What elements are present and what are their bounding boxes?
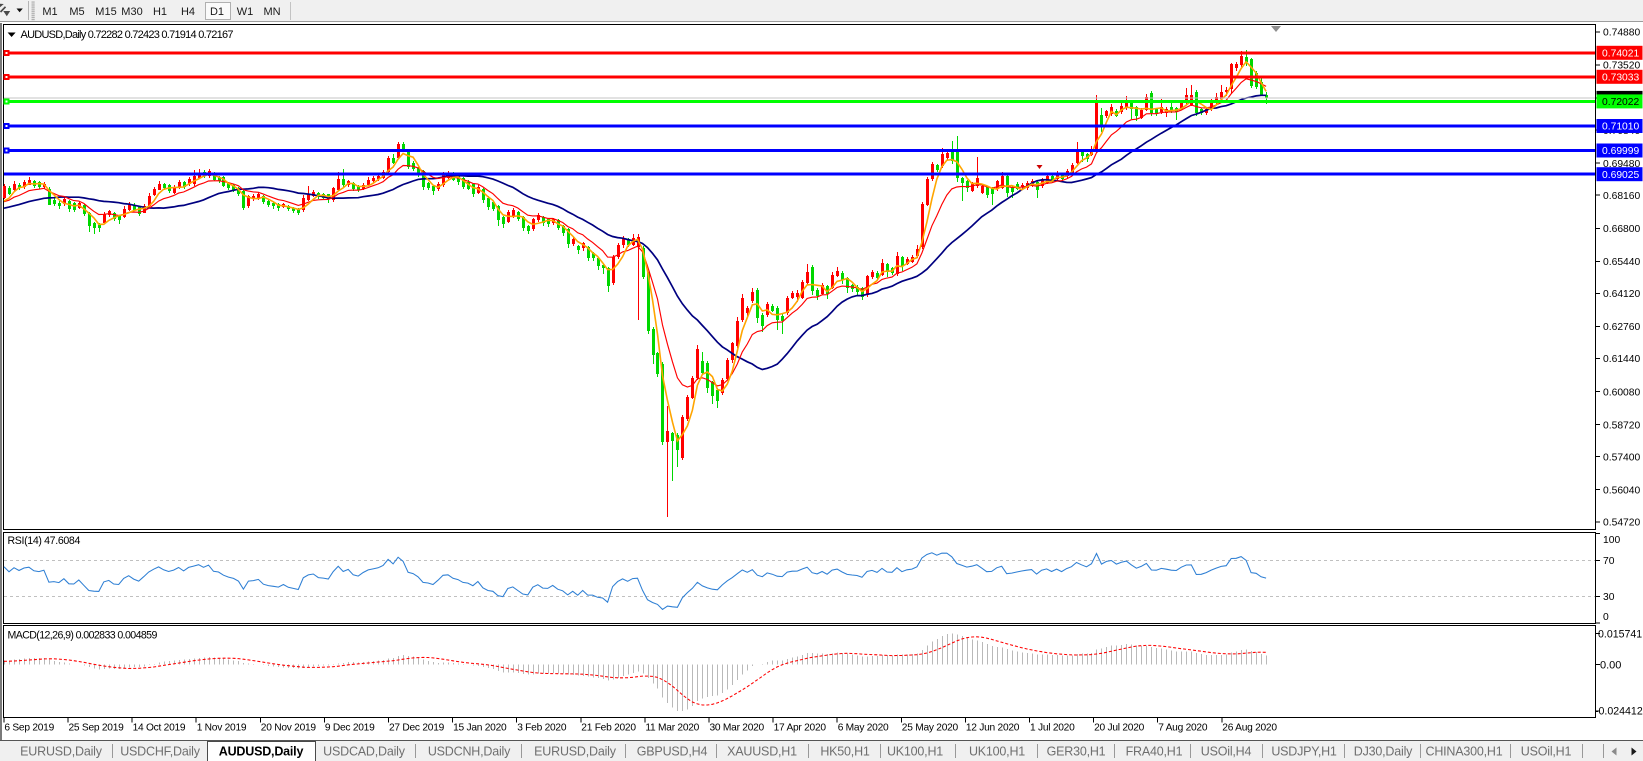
svg-text:H1: H1 <box>153 6 167 18</box>
svg-text:0.65440: 0.65440 <box>1603 257 1640 268</box>
svg-text:1 Nov 2019: 1 Nov 2019 <box>197 723 247 734</box>
svg-text:0.71010: 0.71010 <box>1602 122 1639 133</box>
svg-text:W1: W1 <box>237 6 254 18</box>
svg-text:1 Jul 2020: 1 Jul 2020 <box>1030 723 1075 734</box>
svg-text:M1: M1 <box>42 6 57 18</box>
svg-text:GER30,H1: GER30,H1 <box>1047 745 1106 759</box>
svg-text:25 Sep 2019: 25 Sep 2019 <box>69 723 125 734</box>
svg-text:30: 30 <box>1603 592 1615 603</box>
svg-text:USDJPY,H1: USDJPY,H1 <box>1271 745 1337 759</box>
svg-text:0.69480: 0.69480 <box>1603 159 1640 170</box>
svg-text:HK50,H1: HK50,H1 <box>820 745 870 759</box>
svg-text:11 Mar 2020: 11 Mar 2020 <box>645 723 699 734</box>
svg-text:6 May 2020: 6 May 2020 <box>838 723 889 734</box>
svg-text:0.74880: 0.74880 <box>1603 28 1640 39</box>
svg-text:0.54720: 0.54720 <box>1603 518 1640 529</box>
svg-text:30 Mar 2020: 30 Mar 2020 <box>710 723 765 734</box>
svg-text:12 Jun 2020: 12 Jun 2020 <box>966 723 1020 734</box>
svg-text:0.68160: 0.68160 <box>1603 191 1640 202</box>
svg-text:AUDUSD,Daily: AUDUSD,Daily <box>219 745 304 759</box>
svg-text:0.57400: 0.57400 <box>1603 452 1640 463</box>
svg-text:RSI(14) 47.6084: RSI(14) 47.6084 <box>8 535 81 547</box>
svg-text:USDCNH,Daily: USDCNH,Daily <box>428 745 511 759</box>
svg-text:CHINA300,H1: CHINA300,H1 <box>1426 745 1503 759</box>
svg-text:0.66800: 0.66800 <box>1603 224 1640 235</box>
svg-text:27 Dec 2019: 27 Dec 2019 <box>389 723 445 734</box>
svg-text:0.64120: 0.64120 <box>1603 289 1640 300</box>
svg-text:14 Oct 2019: 14 Oct 2019 <box>133 723 186 734</box>
svg-text:0.61440: 0.61440 <box>1603 354 1640 365</box>
svg-text:0.015741: 0.015741 <box>1598 628 1642 640</box>
svg-text:D1: D1 <box>210 6 224 18</box>
svg-text:0.69025: 0.69025 <box>1602 170 1639 181</box>
svg-text:0: 0 <box>1603 612 1609 623</box>
svg-text:M5: M5 <box>69 6 84 18</box>
svg-text:USOil,H1: USOil,H1 <box>1521 745 1572 759</box>
svg-text:3 Feb 2020: 3 Feb 2020 <box>517 723 567 734</box>
svg-text:DJ30,Daily: DJ30,Daily <box>1354 745 1413 759</box>
svg-text:21 Feb 2020: 21 Feb 2020 <box>581 723 636 734</box>
svg-text:0.69999: 0.69999 <box>1602 146 1639 157</box>
svg-text:XAUUSD,H1: XAUUSD,H1 <box>727 745 797 759</box>
svg-text:20 Nov 2019: 20 Nov 2019 <box>261 723 317 734</box>
svg-text:15 Jan 2020: 15 Jan 2020 <box>453 723 507 734</box>
svg-text:20 Jul 2020: 20 Jul 2020 <box>1094 723 1145 734</box>
svg-text:MN: MN <box>263 6 280 18</box>
svg-text:6 Sep 2019: 6 Sep 2019 <box>4 723 54 734</box>
svg-text:0.73033: 0.73033 <box>1602 73 1639 84</box>
svg-text:0.00: 0.00 <box>1600 659 1621 671</box>
svg-text:70: 70 <box>1603 556 1615 567</box>
svg-text:0.74021: 0.74021 <box>1602 49 1639 60</box>
svg-text:EURUSD,Daily: EURUSD,Daily <box>534 745 617 759</box>
svg-text:UK100,H1: UK100,H1 <box>887 745 943 759</box>
svg-text:AUDUSD,Daily 0.72282 0.72423: AUDUSD,Daily 0.72282 0.72423 0.71914 0.7… <box>21 29 234 41</box>
svg-text:MACD(12,26,9) 0.002833 0.00485: MACD(12,26,9) 0.002833 0.004859 <box>8 630 158 642</box>
svg-text:FRA40,H1: FRA40,H1 <box>1126 745 1183 759</box>
svg-text:M30: M30 <box>121 6 142 18</box>
svg-text:0.58720: 0.58720 <box>1603 420 1640 431</box>
svg-text:EURUSD,Daily: EURUSD,Daily <box>20 745 103 759</box>
svg-text:0.60080: 0.60080 <box>1603 387 1640 398</box>
svg-text:UK100,H1: UK100,H1 <box>969 745 1025 759</box>
svg-text:H4: H4 <box>181 6 195 18</box>
svg-text:17 Apr 2020: 17 Apr 2020 <box>774 723 827 734</box>
svg-text:26 Aug 2020: 26 Aug 2020 <box>1222 723 1277 734</box>
svg-text:USDCAD,Daily: USDCAD,Daily <box>323 745 406 759</box>
svg-text:USDCHF,Daily: USDCHF,Daily <box>120 745 201 759</box>
svg-text:0.56040: 0.56040 <box>1603 485 1640 496</box>
svg-text:0.62760: 0.62760 <box>1603 322 1640 333</box>
svg-text:0.73520: 0.73520 <box>1603 61 1640 72</box>
svg-text:0.72022: 0.72022 <box>1602 97 1639 108</box>
svg-text:USOil,H4: USOil,H4 <box>1201 745 1252 759</box>
svg-text:GBPUSD,H4: GBPUSD,H4 <box>637 745 708 759</box>
svg-text:25 May 2020: 25 May 2020 <box>902 723 959 734</box>
svg-text:9 Dec 2019: 9 Dec 2019 <box>325 723 375 734</box>
svg-text:100: 100 <box>1603 535 1620 546</box>
svg-text:M15: M15 <box>95 6 116 18</box>
svg-text:-0.024412: -0.024412 <box>1595 706 1643 718</box>
svg-text:7 Aug 2020: 7 Aug 2020 <box>1158 723 1208 734</box>
